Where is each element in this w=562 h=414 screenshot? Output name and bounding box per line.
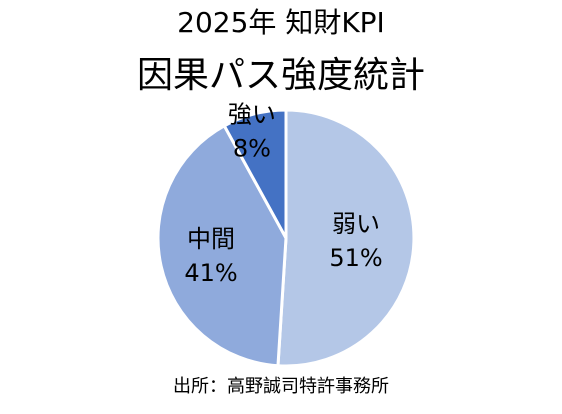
- slice-category-label-1: 弱い: [332, 210, 380, 238]
- pie-slice-3: [222, 108, 288, 240]
- slice-category-label-3: 強い: [228, 100, 276, 128]
- chart-subtitle: 因果パス強度統計: [136, 55, 425, 96]
- pie-slice-1: [276, 108, 416, 368]
- pie-slices: [156, 108, 416, 368]
- source-note: 出所：高野誠司特許事務所: [173, 376, 389, 397]
- chart-title: 2025年 知財KPI: [177, 6, 385, 39]
- slice-value-label-3: 8%: [233, 134, 271, 162]
- slice-value-label-1: 51%: [329, 244, 382, 272]
- pie-labels: 弱い 51% 中間 41% 強い 8%: [184, 100, 382, 286]
- slice-category-label-2: 中間: [187, 225, 235, 253]
- pie-slice-2: [156, 124, 288, 368]
- slice-value-label-2: 41%: [184, 259, 237, 287]
